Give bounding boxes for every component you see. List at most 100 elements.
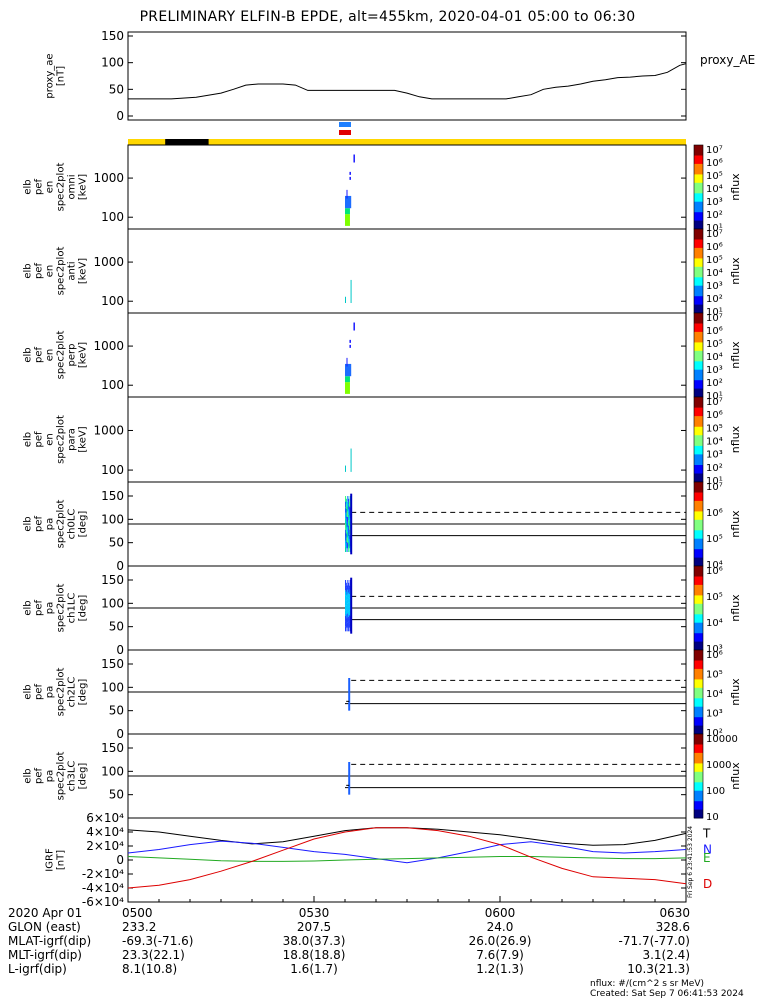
- colorbar-cell: [694, 593, 703, 596]
- colorbar-cell: [694, 275, 703, 278]
- colorbar-cell: [694, 245, 703, 249]
- colorbar-cell: [694, 355, 703, 358]
- pitch-angle-cell: [346, 603, 348, 609]
- colorbar-tick-label: 10³: [706, 281, 723, 292]
- created-note: Created: Sat Sep 7 06:41:53 2024: [590, 989, 744, 999]
- ylabel-line: IGRF: [45, 848, 56, 872]
- colorbar-cell: [694, 390, 703, 394]
- pitch-angle-cell: [348, 498, 350, 505]
- colorbar-cell: [694, 811, 703, 815]
- ylabel-line: pef: [34, 347, 45, 364]
- colorbar-cell: [694, 405, 703, 409]
- spectrogram-frame-0: [127, 144, 687, 230]
- colorbar-cell: [694, 799, 703, 802]
- ylabel-line: elb: [23, 179, 34, 194]
- colorbar-cell: [694, 231, 703, 234]
- colorbar-cell: [694, 633, 703, 636]
- pitch-angle-cell: [345, 540, 347, 547]
- pitch-angle-cell: [345, 533, 347, 539]
- ephemeris-value: -69.3(-71.6): [122, 934, 193, 948]
- colorbar-tick-label: 10⁶: [706, 650, 723, 661]
- pitch-angle-cell: [349, 615, 351, 622]
- colorbar-cell: [694, 277, 703, 280]
- colorbar-frame: [693, 733, 704, 819]
- colorbar-cell: [694, 503, 703, 506]
- colorbar-cell: [694, 313, 703, 316]
- pitch-angle-cell: [348, 597, 350, 603]
- colorbar-cell: [694, 757, 703, 760]
- colorbar-cell: [694, 488, 703, 491]
- ylabel-line: en: [45, 349, 56, 362]
- colorbar-tick-label: 10⁷: [706, 145, 723, 156]
- colorbar: [693, 396, 704, 483]
- pitch-angle-tick-label: 0: [116, 643, 124, 657]
- colorbar-cell: [694, 237, 703, 240]
- colorbar-cell: [694, 656, 703, 659]
- ylabel-line: spec2plot: [56, 331, 67, 380]
- colorbar-cell: [694, 233, 703, 236]
- colorbar-label: nflux: [729, 341, 742, 369]
- colorbar-cell: [694, 641, 703, 645]
- colorbar-cell: [694, 666, 703, 670]
- colorbar-cell: [694, 365, 703, 369]
- red-marker: [339, 130, 351, 135]
- colorbar-cell: [694, 145, 703, 148]
- ephemeris-value: -71.7(-77.0): [619, 934, 690, 948]
- colorbar-cell: [694, 776, 703, 779]
- pitch-angle-ylabel: elb pef pa spec2plot ch0LC [deg]: [23, 500, 89, 549]
- colorbar-label: nflux: [729, 594, 742, 622]
- pitch-angle-cell: [348, 607, 350, 612]
- ylabel-line: pef: [34, 768, 45, 785]
- colorbar-cell: [694, 515, 703, 519]
- pitch-angle-cell: [348, 602, 350, 608]
- pitch-angle-cell: [345, 518, 347, 524]
- spectrogram-cell: [345, 208, 350, 215]
- colorbar: [693, 649, 704, 735]
- colorbar-cell: [694, 484, 703, 487]
- colorbar-cell: [694, 361, 703, 364]
- pitch-angle-cell: [346, 516, 348, 522]
- colorbar-cell: [694, 256, 703, 259]
- colorbar-cell: [694, 465, 703, 468]
- pitch-angle-cell: [345, 528, 347, 534]
- colorbar-cell: [694, 771, 703, 775]
- pitch-angle-cell: [345, 513, 347, 519]
- colorbar-cell: [694, 603, 703, 607]
- colorbar-cell: [694, 568, 703, 571]
- igrf-series-T: [127, 827, 687, 846]
- colorbar-cell: [694, 576, 703, 580]
- colorbar-cell: [694, 738, 703, 741]
- pitch-angle-cell: [347, 496, 349, 502]
- pitch-angle-cell: [345, 518, 347, 524]
- colorbar-cell: [694, 710, 703, 714]
- colorbar-cell: [694, 671, 703, 674]
- ephemeris-value: 0600: [485, 906, 516, 920]
- colorbar-tick-label: 10⁴: [706, 437, 723, 448]
- colorbar-cell: [694, 319, 703, 322]
- colorbar-cell: [694, 618, 703, 622]
- colorbar-cell: [694, 252, 703, 255]
- colorbar-cell: [694, 471, 703, 474]
- colorbar-label: nflux: [729, 510, 742, 538]
- colorbar-cell: [694, 352, 703, 356]
- colorbar-cell: [694, 778, 703, 781]
- colorbar-cell: [694, 289, 703, 293]
- ylabel-line: en: [45, 265, 56, 278]
- colorbar-cell: [694, 300, 703, 303]
- colorbar-label: nflux: [729, 678, 742, 706]
- igrf-tick-label: 2×10⁴: [86, 839, 124, 853]
- colorbar-cell: [694, 725, 703, 729]
- pitch-angle-cell: [347, 618, 349, 623]
- pitch-angle-cell: [346, 599, 348, 604]
- colorbar-cell: [694, 260, 703, 264]
- pitch-angle-cell: [348, 543, 350, 549]
- ylabel-line: elb: [23, 600, 34, 615]
- colorbar-cell: [694, 203, 703, 207]
- page-title: PRELIMINARY ELFIN-B EPDE, alt=455km, 202…: [139, 9, 636, 25]
- colorbar-cell: [694, 435, 703, 438]
- pitch-angle-cell: [345, 496, 347, 502]
- colorbar-cell: [694, 540, 703, 544]
- ylabel-line: pa: [45, 518, 56, 530]
- ephemeris-row-label: L-igrf(dip): [8, 962, 67, 976]
- colorbar-cell: [694, 401, 703, 404]
